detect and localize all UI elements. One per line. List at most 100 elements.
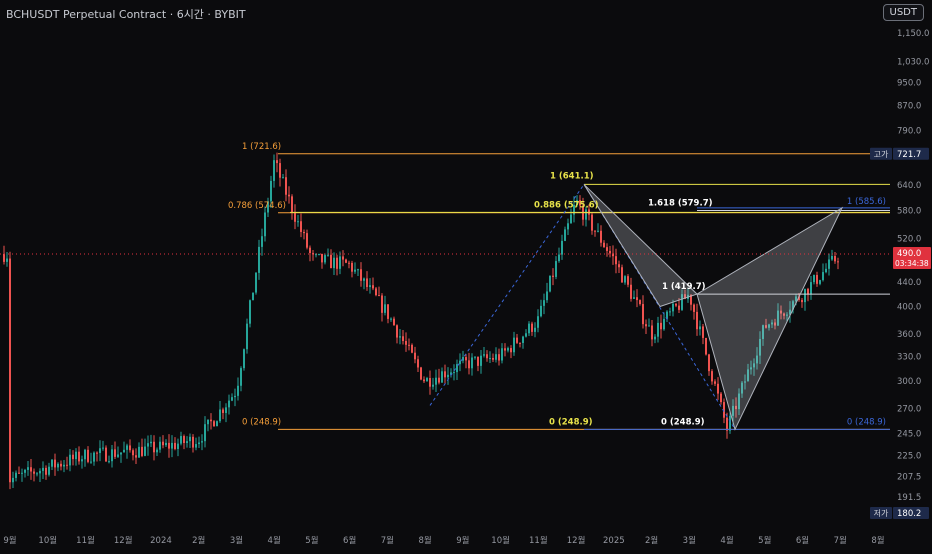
fib-level-label: 0 (248.9) <box>661 417 705 427</box>
candle-body <box>249 300 251 324</box>
candle-body <box>201 441 203 443</box>
candle-body <box>681 294 683 310</box>
candle-body <box>462 357 464 361</box>
candle-body <box>807 288 809 295</box>
y-axis-tick-label: 270.0 <box>897 404 921 414</box>
y-axis-tick-label: 950.0 <box>897 79 921 89</box>
x-axis-tick-label: 8월 <box>419 535 432 546</box>
candle-body <box>12 477 14 483</box>
candle-body <box>609 250 611 254</box>
candle-body <box>309 247 311 254</box>
candle-body <box>666 311 668 319</box>
candle-body <box>540 305 542 317</box>
candle-body <box>762 325 764 339</box>
y-axis-tick-label: 330.0 <box>897 352 921 362</box>
candle-body <box>600 230 602 243</box>
candle-body <box>780 310 782 314</box>
candle-body <box>135 455 137 458</box>
candle-body <box>420 367 422 380</box>
y-axis-tick-label: 870.0 <box>897 101 921 111</box>
high-label: 고가 <box>874 150 889 159</box>
candle-body <box>366 278 368 287</box>
candle-body <box>798 296 800 300</box>
candle-body <box>504 348 506 351</box>
candle-body <box>699 326 701 330</box>
x-axis-tick-label: 2024 <box>150 536 172 546</box>
candle-body <box>63 464 65 467</box>
candle-body <box>372 285 374 289</box>
candle-body <box>138 446 140 458</box>
candle-body <box>162 441 164 446</box>
candle-body <box>36 473 38 475</box>
candle-body <box>624 276 626 283</box>
candle-body <box>321 253 323 263</box>
candle-body <box>429 378 431 387</box>
x-axis-tick-label: 9월 <box>3 535 16 546</box>
x-axis-tick-label: 5월 <box>305 535 318 546</box>
trend-dashed <box>429 184 585 406</box>
candle-body <box>438 377 440 383</box>
candle-body <box>783 313 785 316</box>
candle-body <box>594 230 596 232</box>
candle-body <box>81 459 83 462</box>
candle-body <box>663 318 665 330</box>
candle-body <box>786 314 788 316</box>
bar-countdown: 03:34:38 <box>895 259 929 268</box>
candle-body <box>636 297 638 301</box>
low-label-tag <box>870 506 892 519</box>
candle-body <box>525 333 527 337</box>
candle-body <box>216 421 218 427</box>
candle-body <box>474 356 476 358</box>
candle-body <box>714 381 716 384</box>
candle-body <box>675 303 677 306</box>
x-axis-tick-label: 12월 <box>114 535 133 546</box>
x-axis-tick-label: 6월 <box>343 535 356 546</box>
candle-body <box>339 256 341 269</box>
candle-body <box>822 272 824 281</box>
candle-body <box>507 348 509 351</box>
candle-body <box>483 354 485 356</box>
candle-body <box>57 463 59 468</box>
candle-body <box>147 443 149 447</box>
candle-body <box>399 336 401 338</box>
candle-body <box>24 469 26 473</box>
candle-body <box>549 275 551 292</box>
candle-body <box>606 247 608 251</box>
chart-title: BCHUSDT Perpetual Contract · 6시간 · BYBIT <box>6 8 246 21</box>
candle-body <box>99 448 101 453</box>
y-axis-tick-label: 245.0 <box>897 429 921 439</box>
candle-body <box>720 393 722 403</box>
candle-body <box>90 461 92 463</box>
candle-body <box>555 261 557 277</box>
candle-body <box>27 467 29 470</box>
candle-body <box>495 354 497 360</box>
candle-body <box>282 177 284 179</box>
candle-body <box>96 452 98 454</box>
y-axis-tick-label: 225.0 <box>897 451 921 461</box>
candle-body <box>105 447 107 462</box>
candle-body <box>519 342 521 344</box>
candle-body <box>189 436 191 442</box>
candle-body <box>180 436 182 444</box>
candle-body <box>351 262 353 272</box>
currency-button[interactable]: USDT <box>882 4 924 21</box>
candle-body <box>39 470 41 474</box>
candle-body <box>711 371 713 382</box>
candle-body <box>648 325 650 327</box>
candle-body <box>60 463 62 467</box>
candle-body <box>69 454 71 466</box>
candle-body <box>672 303 674 312</box>
candle-body <box>204 424 206 442</box>
candle-body <box>705 337 707 355</box>
candle-body <box>114 449 116 457</box>
candle-body <box>165 442 167 446</box>
candle-body <box>738 393 740 410</box>
candle-body <box>453 372 455 374</box>
candle-body <box>279 163 281 178</box>
candle-body <box>213 421 215 427</box>
candle-body <box>735 405 737 410</box>
y-axis-tick-label: 191.5 <box>897 493 921 503</box>
candle-body <box>6 258 8 262</box>
